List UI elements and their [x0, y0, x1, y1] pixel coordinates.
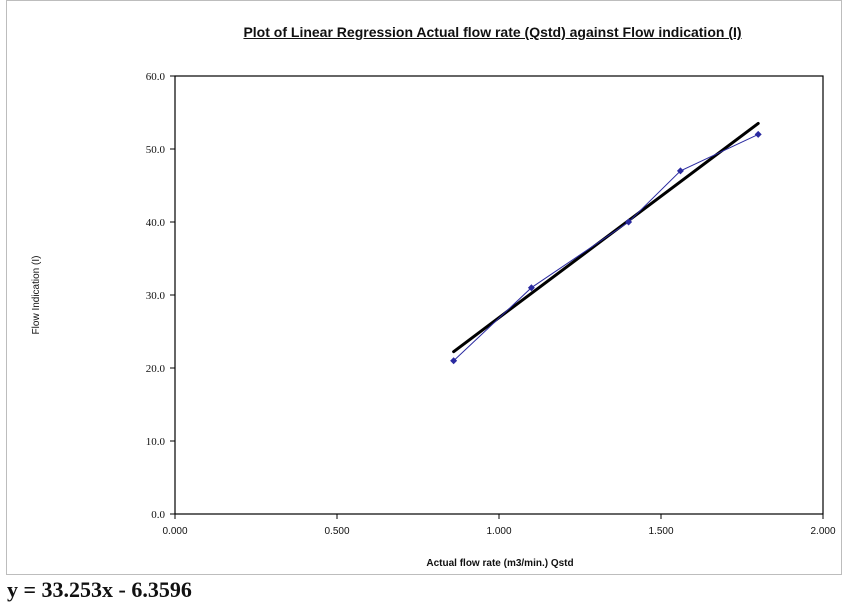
plot-area — [174, 75, 824, 515]
y-tick-label: 50.0 — [146, 144, 166, 156]
data-point — [527, 284, 535, 292]
data-point — [676, 167, 684, 175]
y-tick-label: 60.0 — [146, 71, 166, 83]
x-tick-label: 1.500 — [648, 526, 673, 537]
data-point — [625, 218, 633, 226]
x-tick-label: 0.500 — [324, 526, 349, 537]
y-tick-label: 10.0 — [146, 436, 166, 448]
data-point — [754, 130, 762, 138]
chart-frame — [6, 0, 842, 575]
x-tick-label: 2.000 — [810, 526, 835, 537]
y-axis-label: Flow Indication (I) — [31, 256, 42, 335]
regression-equation: y = 33.253x - 6.3596 — [7, 577, 192, 602]
y-tick-label: 30.0 — [146, 290, 166, 302]
x-axis-label: Actual flow rate (m3/min.) Qstd — [426, 558, 573, 569]
y-tick-label: 0.0 — [151, 509, 165, 521]
data-point — [450, 357, 458, 365]
chart-title: Plot of Linear Regression Actual flow ra… — [243, 24, 742, 40]
x-tick-label: 0.000 — [162, 526, 187, 537]
y-tick-label: 40.0 — [146, 217, 166, 229]
y-tick-label: 20.0 — [146, 363, 166, 375]
data-series-line — [453, 133, 759, 362]
x-tick-label: 1.000 — [486, 526, 511, 537]
